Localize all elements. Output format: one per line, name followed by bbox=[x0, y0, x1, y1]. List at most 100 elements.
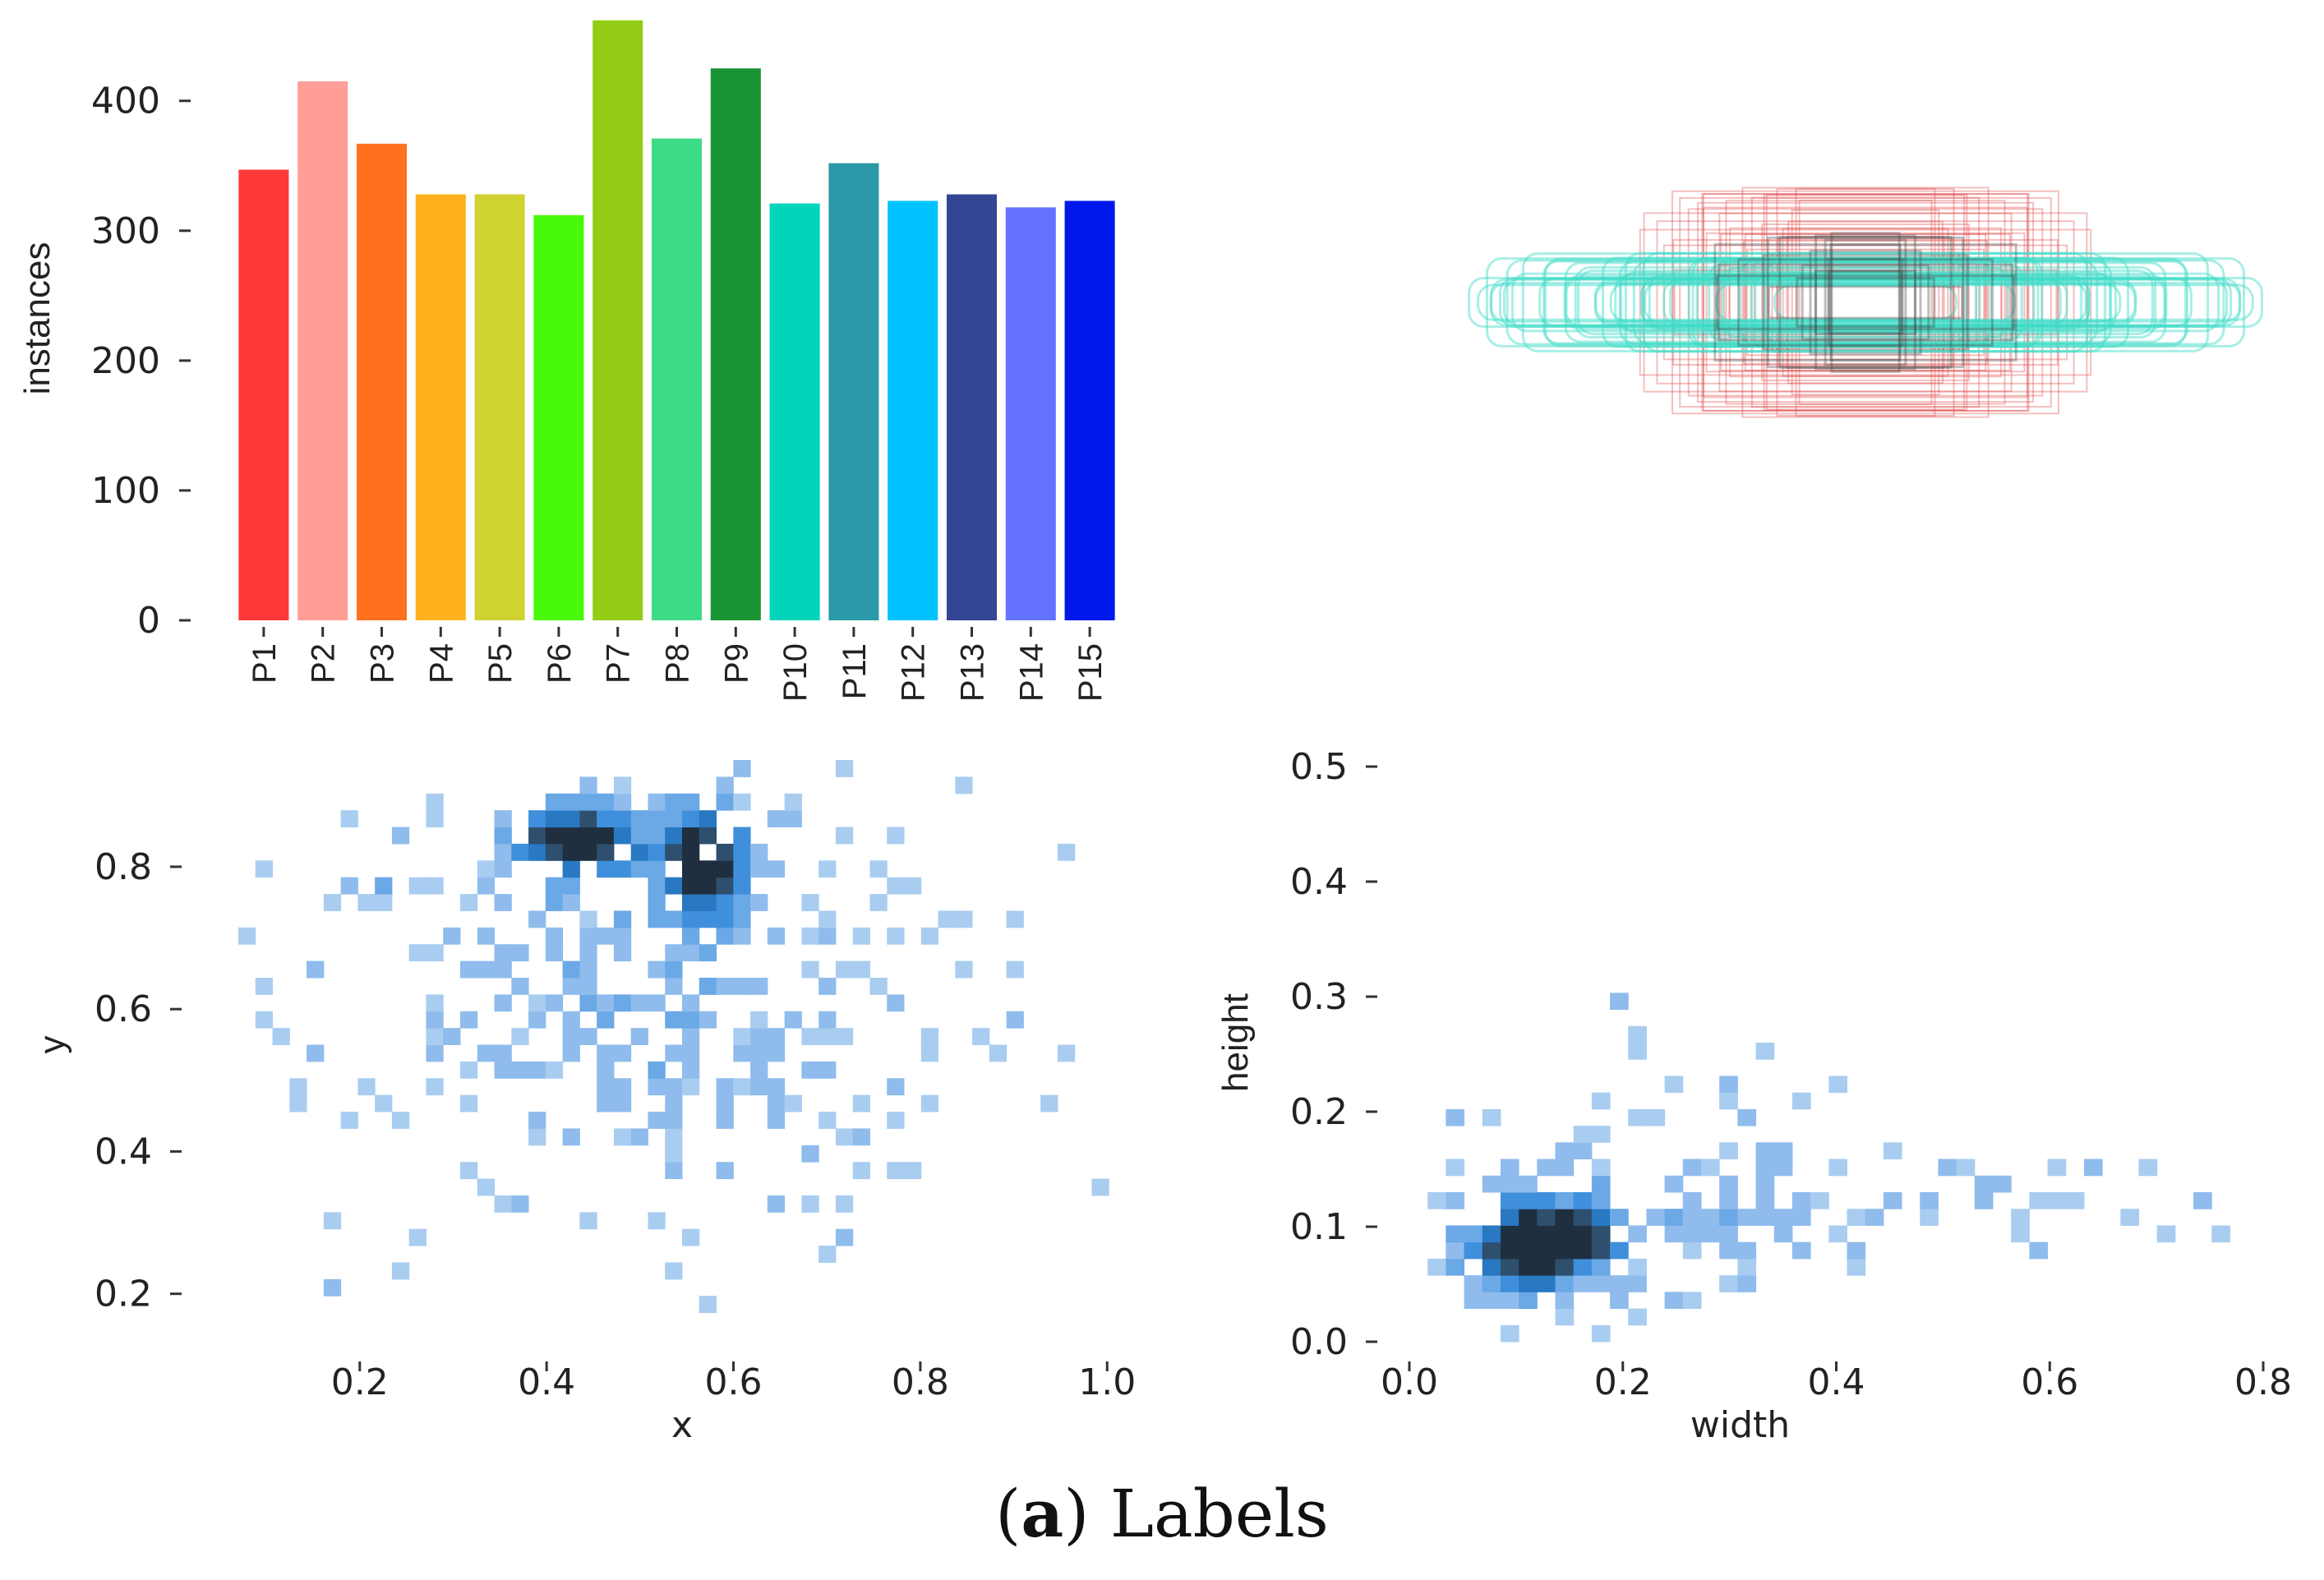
box-outline-cyan bbox=[1490, 278, 2241, 327]
heatmap-cell bbox=[1737, 1275, 1757, 1292]
heatmap-cell bbox=[852, 1094, 870, 1112]
heatmap-cell bbox=[733, 843, 751, 861]
heatmap-cell bbox=[699, 894, 717, 911]
heatmap-cell bbox=[528, 1061, 546, 1079]
heatmap-cell bbox=[835, 1228, 854, 1246]
heatmap-cell bbox=[1446, 1159, 1465, 1177]
box-outline-cyan bbox=[1563, 274, 2168, 330]
heatmap-cell bbox=[545, 877, 564, 895]
heatmap-ytick-label: 0.2 bbox=[1290, 1091, 1348, 1133]
heatmap-cell bbox=[818, 977, 837, 995]
heatmap-ytick-label: 0.1 bbox=[1290, 1206, 1348, 1248]
heatmap-cell bbox=[699, 977, 717, 995]
heatmap-cell bbox=[1519, 1241, 1538, 1260]
heatmap-cell bbox=[682, 810, 700, 828]
heatmap-cell bbox=[562, 860, 580, 878]
heatmap-cell bbox=[1057, 1044, 1076, 1062]
box-outline-dark bbox=[1766, 236, 1965, 369]
heatmap-cell bbox=[665, 1078, 683, 1096]
heatmap-cell bbox=[1755, 1209, 1775, 1226]
heatmap-cell bbox=[1482, 1275, 1501, 1292]
heatmap-cell bbox=[972, 1028, 990, 1045]
heatmap-cell bbox=[545, 1061, 564, 1079]
box-outline-dark bbox=[1827, 257, 1904, 348]
box-outline-red bbox=[1720, 233, 2011, 371]
wh-heatmap-ylabel: height bbox=[1215, 993, 1256, 1092]
heatmap-cell bbox=[1500, 1209, 1519, 1226]
heatmap-cell bbox=[2047, 1159, 2067, 1177]
heatmap-cell bbox=[1091, 1178, 1109, 1196]
heatmap-xtick-label: 0.2 bbox=[1594, 1361, 1652, 1403]
bar-series bbox=[238, 20, 1115, 621]
heatmap-cell bbox=[1628, 1308, 1647, 1326]
bar-xtick-label: P12 bbox=[896, 643, 932, 702]
box-outline-red bbox=[1672, 239, 2059, 366]
heatmap-cell bbox=[665, 1128, 683, 1146]
heatmap-cell bbox=[648, 810, 666, 828]
bar-chart-panel: instances 0 100 200 300 400 P1 P2 P3 P4 P5 P6 P7 P8… bbox=[17, 20, 1115, 702]
heatmap-cell bbox=[460, 1011, 478, 1029]
heatmap-cell bbox=[1591, 1126, 1611, 1143]
heatmap-cell bbox=[682, 1228, 700, 1246]
box-outline-red bbox=[1787, 220, 1944, 385]
heatmap-cell bbox=[613, 1044, 632, 1062]
caption-text: Labels bbox=[1109, 1476, 1329, 1552]
heatmap-cell bbox=[1646, 1108, 1666, 1126]
heatmap-cell bbox=[1500, 1159, 1519, 1177]
heatmap-cell bbox=[426, 994, 444, 1012]
box-outline-cyan bbox=[1489, 282, 2242, 323]
box-outline-dark bbox=[1828, 269, 1903, 335]
heatmap-cell bbox=[289, 1078, 307, 1096]
heatmap-cell bbox=[2029, 1241, 2049, 1260]
heatmap-cell bbox=[494, 894, 512, 911]
heatmap-cell bbox=[682, 1078, 700, 1096]
heatmap-cell bbox=[648, 1078, 666, 1096]
box-outline-red bbox=[1729, 227, 2002, 378]
heatmap-cell bbox=[528, 1011, 546, 1029]
heatmap-cell bbox=[767, 927, 786, 945]
box-outline-cyan bbox=[1687, 257, 2044, 348]
heatmap-cell bbox=[835, 827, 854, 845]
bar-P14 bbox=[1005, 207, 1056, 620]
heatmap-cell bbox=[460, 894, 478, 911]
heatmap-cell bbox=[1628, 1108, 1647, 1126]
box-outline-cyan bbox=[1691, 256, 2040, 348]
heatmap-cell bbox=[562, 810, 580, 828]
heatmap-cell bbox=[630, 810, 648, 828]
heatmap-cell bbox=[733, 860, 751, 878]
heatmap-cell bbox=[733, 793, 751, 811]
heatmap-cell bbox=[597, 1094, 615, 1112]
heatmap-cell bbox=[2138, 1159, 2158, 1177]
heatmap-cell bbox=[613, 1094, 632, 1112]
heatmap-cell bbox=[716, 877, 734, 895]
box-outline-cyan bbox=[1715, 283, 2016, 322]
heatmap-cell bbox=[1847, 1209, 1866, 1226]
heatmap-ytick-label: 0.8 bbox=[95, 846, 152, 888]
heatmap-cell bbox=[630, 1128, 648, 1146]
heatmap-cell bbox=[887, 827, 905, 845]
bar-xtick-label: P6 bbox=[542, 643, 578, 684]
heatmap-cell bbox=[750, 843, 768, 861]
heatmap-cell bbox=[340, 877, 358, 895]
heatmap-cell bbox=[955, 776, 973, 795]
heatmap-cell bbox=[682, 843, 700, 861]
heatmap-cell bbox=[579, 944, 597, 962]
heatmap-cell bbox=[648, 1112, 666, 1129]
box-outline-cyan bbox=[1640, 279, 2091, 326]
bar-xtick-label: P13 bbox=[955, 643, 991, 702]
wh-heatmap-cells bbox=[1427, 993, 2230, 1343]
heatmap-cell bbox=[579, 843, 597, 861]
bar-P6 bbox=[533, 214, 584, 620]
heatmap-ytick-label: 0.4 bbox=[95, 1131, 152, 1172]
box-outline-cyan bbox=[1521, 252, 2210, 352]
box-outline-red bbox=[1776, 188, 1955, 417]
heatmap-cell bbox=[835, 760, 854, 777]
heatmap-cell bbox=[630, 1028, 648, 1045]
heatmap-cell bbox=[1591, 1175, 1611, 1193]
box-outline-cyan bbox=[1593, 279, 2137, 325]
heatmap-xtick-label: 0.6 bbox=[2021, 1361, 2078, 1403]
heatmap-cell bbox=[648, 793, 666, 811]
heatmap-xtick-label: 0.4 bbox=[518, 1361, 575, 1403]
box-overlay-panel bbox=[1468, 187, 2263, 418]
heatmap-cell bbox=[408, 1228, 427, 1246]
